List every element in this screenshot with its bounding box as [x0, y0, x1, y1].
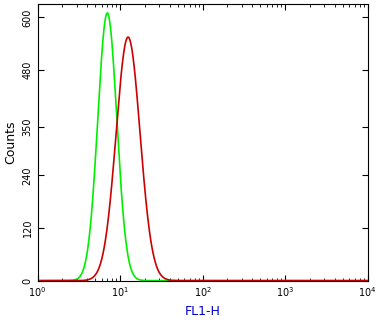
- Y-axis label: Counts: Counts: [4, 121, 17, 164]
- X-axis label: FL1-H: FL1-H: [185, 305, 221, 318]
